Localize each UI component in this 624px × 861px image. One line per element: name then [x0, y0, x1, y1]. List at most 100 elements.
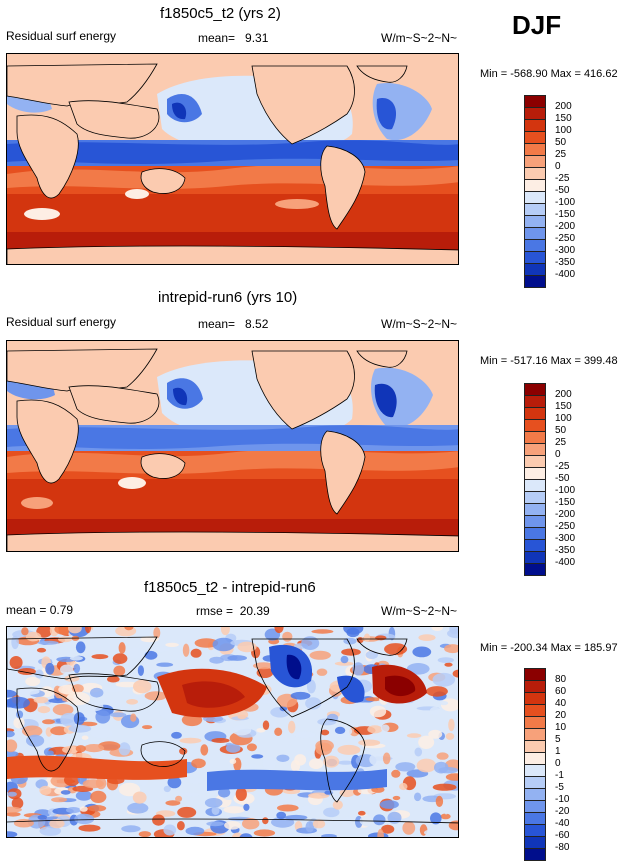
noise-blob: [301, 636, 320, 650]
noise-blob: [121, 714, 140, 729]
noise-blob: [237, 714, 247, 720]
noise-blob: [121, 825, 141, 833]
noise-blob: [443, 802, 450, 815]
noise-blob: [130, 713, 137, 722]
noise-blob: [212, 637, 235, 652]
noise-blob: [75, 790, 93, 801]
noise-blob: [237, 641, 257, 653]
noise-blob: [406, 733, 422, 738]
noise-blob: [11, 635, 19, 650]
noise-blob: [418, 634, 436, 641]
noise-blob: [274, 727, 283, 736]
noise-blob: [343, 637, 357, 645]
noise-blob: [211, 806, 220, 815]
noise-blob: [7, 812, 21, 817]
noise-blob: [39, 785, 52, 795]
noise-blob: [74, 813, 95, 825]
panel-3-map-svg: [7, 627, 458, 837]
noise-blob: [13, 818, 34, 828]
noise-blob: [444, 644, 458, 654]
noise-blob: [377, 828, 384, 837]
noise-blob: [246, 743, 257, 752]
colorbar-tick-label: -300: [555, 533, 576, 544]
panel-1-map-svg: [7, 54, 458, 264]
noise-blob: [7, 696, 30, 709]
colorbar-tick-label: -150: [555, 497, 576, 508]
panel-2-title: intrepid-run6 (yrs 10): [158, 289, 298, 306]
noise-blob: [73, 712, 85, 726]
noise-blob: [341, 816, 356, 830]
noise-blob: [358, 810, 366, 816]
noise-blob: [414, 792, 422, 802]
noise-blob: [75, 745, 86, 753]
noise-blob: [7, 689, 17, 698]
noise-blob: [337, 760, 354, 765]
noise-blob: [156, 662, 174, 667]
colorbar-tick-label: -400: [555, 269, 576, 280]
noise-blob: [391, 769, 401, 778]
noise-blob: [436, 752, 449, 760]
noise-blob: [334, 726, 346, 734]
noise-blob: [418, 735, 435, 749]
noise-blob: [382, 752, 391, 765]
noise-blob: [165, 800, 181, 806]
noise-blob: [339, 788, 355, 798]
noise-blob: [204, 798, 223, 808]
noise-blob: [175, 795, 183, 802]
noise-blob: [64, 675, 80, 682]
panel-1-mean-label: mean= 9.31: [198, 31, 269, 45]
colorbar-tick-label: 200: [555, 389, 572, 400]
colorbar-tick-label: -5: [555, 782, 564, 793]
noise-blob: [124, 627, 134, 631]
noise-blob: [185, 826, 205, 836]
noise-blob: [305, 821, 315, 833]
noise-blob: [62, 745, 79, 754]
noise-blob: [206, 821, 225, 827]
colorbar-tick-label: 10: [555, 722, 567, 733]
noise-blob: [127, 647, 146, 659]
noise-blob: [60, 712, 78, 727]
noise-blob: [282, 631, 293, 642]
noise-blob: [118, 642, 126, 654]
colorbar-tick-label: -100: [555, 197, 576, 208]
noise-blob: [179, 792, 200, 797]
noise-blob: [399, 782, 408, 791]
noise-blob: [395, 762, 416, 772]
noise-blob: [277, 804, 299, 812]
noise-blob: [381, 824, 395, 834]
panel-2-mean-label: mean= 8.52: [198, 317, 269, 331]
panel-3-title: f1850c5_t2 - intrepid-run6: [144, 579, 316, 596]
noise-blob: [144, 650, 158, 660]
noise-blob: [402, 821, 416, 835]
noise-blob: [85, 627, 92, 634]
colorbar-tick-label: -40: [555, 818, 570, 829]
noise-blob: [424, 829, 438, 836]
noise-blob: [91, 654, 109, 660]
panel-3-rmse-value: 20.39: [239, 604, 270, 618]
noise-blob: [39, 826, 62, 836]
noise-blob: [9, 656, 23, 669]
colorbar-tick-label: -20: [555, 806, 570, 817]
noise-blob: [343, 627, 364, 635]
noise-blob: [432, 672, 456, 687]
noise-blob: [78, 824, 101, 832]
noise-blob: [101, 699, 120, 705]
noise-blob: [288, 720, 296, 734]
noise-blob: [7, 831, 18, 837]
colorbar-tick-label: 100: [555, 413, 572, 424]
noise-blob: [163, 785, 171, 793]
noise-blob: [90, 790, 107, 803]
noise-blob: [309, 650, 331, 660]
noise-blob: [412, 646, 432, 658]
colorbar-tick-label: -60: [555, 830, 570, 841]
noise-blob: [151, 646, 171, 653]
noise-blob: [445, 773, 458, 781]
colorbar-tick-label: 60: [555, 686, 567, 697]
noise-blob: [220, 627, 230, 636]
noise-blob: [444, 662, 453, 667]
noise-blob: [225, 743, 241, 753]
colorbar-tick-label: -250: [555, 233, 576, 244]
noise-blob: [341, 648, 361, 656]
noise-blob: [15, 688, 40, 695]
colorbar-tick-label: -1: [555, 770, 564, 781]
